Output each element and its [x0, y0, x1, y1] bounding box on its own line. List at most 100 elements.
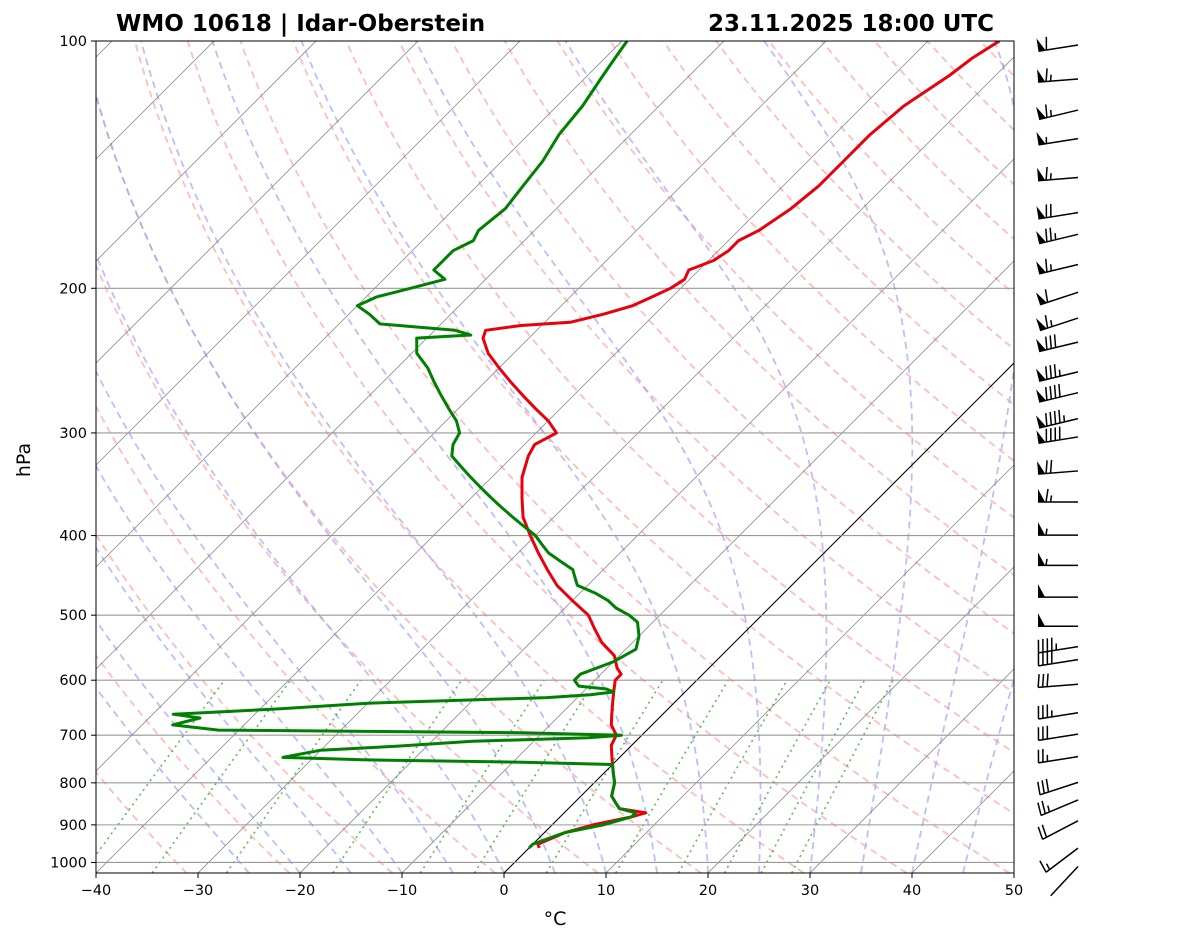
wind-barb	[1038, 522, 1078, 536]
barb-flag	[1038, 522, 1045, 536]
barb-shaft	[1039, 317, 1079, 332]
barb-flag	[1036, 389, 1046, 403]
wind-barb	[1038, 613, 1078, 627]
barb-flag	[1035, 292, 1047, 305]
barb-half-feather	[1063, 415, 1066, 422]
title-left: WMO 10618 | Idar-Oberstein	[116, 11, 485, 37]
isotherm	[1013, 872, 1014, 873]
dry-adiabat	[451, 41, 1014, 635]
dry-adiabat	[133, 41, 805, 873]
barb-shaft	[1038, 176, 1079, 182]
barb-feather	[1045, 366, 1048, 380]
y-tick-label: 100	[59, 34, 87, 50]
isotherm	[96, 41, 521, 466]
moist-adiabat	[414, 41, 762, 873]
wind-barb	[1037, 650, 1079, 667]
dry-adiabat	[1139, 41, 1181, 873]
barb-feather	[1041, 780, 1046, 794]
barb-shaft	[1045, 847, 1079, 873]
isotherm	[96, 41, 623, 568]
wind-barb	[1037, 166, 1079, 182]
temperature-profile	[481, 41, 1001, 849]
wind-barb	[1036, 334, 1079, 353]
dry-adiabat	[96, 654, 291, 873]
barb-feather	[1037, 802, 1042, 816]
wind-barbs	[1035, 36, 1079, 897]
y-tick-label: 600	[59, 673, 87, 689]
moist-adiabat	[564, 41, 828, 873]
mixing-ratio-line	[96, 679, 226, 857]
moist-adiabat	[96, 91, 556, 873]
x-tick-label: 0	[499, 883, 508, 899]
barb-feather	[1053, 364, 1057, 378]
wind-barb	[1036, 132, 1079, 146]
barb-flag	[1036, 415, 1046, 429]
y-tick-label: 1000	[50, 855, 87, 871]
x-tick-label: −30	[183, 883, 214, 899]
wind-barb	[1037, 673, 1079, 689]
mixing-ratio-line	[723, 679, 831, 873]
moist-adiabat	[140, 41, 607, 873]
isotherm	[707, 566, 1014, 873]
barb-feather	[1037, 674, 1040, 688]
wind-barb	[1036, 426, 1079, 444]
wind-barb	[1035, 314, 1079, 332]
wind-barb	[1036, 409, 1079, 429]
barb-feather	[1053, 384, 1057, 399]
moist-adiabat	[962, 675, 1014, 873]
y-tick-label: 800	[59, 776, 87, 792]
barb-feather	[1045, 412, 1048, 427]
barb-shaft	[1038, 645, 1079, 654]
wind-barb	[1036, 383, 1079, 403]
barb-shaft	[1040, 799, 1079, 817]
dry-adiabat	[345, 41, 1014, 754]
barb-flag	[1036, 132, 1046, 145]
barb-flag	[1037, 69, 1046, 83]
plot-frame	[95, 40, 1015, 874]
barb-shaft	[1038, 712, 1079, 720]
barb-feather	[1049, 365, 1053, 379]
barb-half-feather	[1058, 369, 1061, 377]
barb-flag	[1036, 231, 1046, 244]
barb-shaft	[1039, 291, 1079, 306]
barb-shaft	[1038, 683, 1079, 689]
barb-shaft	[1038, 733, 1079, 742]
profiles	[171, 41, 1001, 849]
barb-flag	[1038, 552, 1045, 566]
wind-barb	[1038, 488, 1078, 503]
y-tick-label: 700	[59, 728, 87, 744]
moist-adiabat	[300, 41, 709, 873]
barb-half-feather	[1045, 558, 1048, 566]
dewpoint-profile	[171, 41, 641, 849]
barb-half-feather	[1047, 805, 1051, 813]
dry-adiabat	[768, 41, 1014, 296]
isotherm	[503, 362, 1014, 873]
barb-feather	[1041, 673, 1045, 688]
dry-adiabat	[662, 41, 1014, 406]
axes: −40 −30 −20 −10 0 10 20 30 40 50 100 200 300 400 500 60…	[50, 34, 1023, 899]
wind-barb	[1036, 104, 1079, 121]
wind-barb	[1037, 778, 1079, 796]
moist-adiabat	[96, 545, 352, 873]
wind-barb	[1039, 847, 1079, 873]
barb-feather	[1045, 460, 1048, 474]
wind-barb	[1037, 459, 1079, 475]
wind-barb	[1037, 749, 1079, 764]
barb-shaft	[1038, 755, 1079, 764]
mixing-ratio-line	[332, 679, 463, 873]
isotherm	[0, 41, 10, 873]
isotherm	[96, 41, 929, 873]
dry-adiabat	[609, 41, 1014, 463]
isotherm	[605, 464, 1014, 873]
dry-adiabat	[926, 41, 1014, 132]
barb-half-feather	[1045, 528, 1048, 536]
barb-flag	[1036, 106, 1046, 120]
dry-adiabat	[292, 41, 1014, 815]
wind-barb	[1036, 227, 1079, 245]
barb-half-feather	[1049, 109, 1053, 117]
isotherm	[96, 41, 317, 262]
dry-adiabat	[96, 533, 393, 873]
barb-feather	[1049, 459, 1053, 474]
barb-half-feather	[1049, 495, 1053, 503]
barb-shaft	[1042, 820, 1079, 840]
